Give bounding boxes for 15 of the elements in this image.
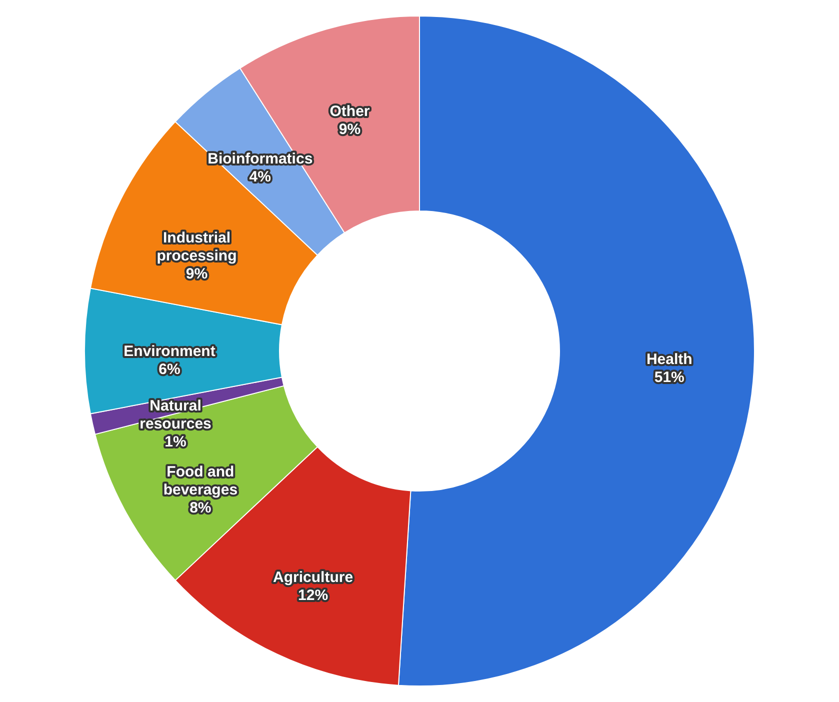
- data-label: 4%: [249, 168, 271, 186]
- data-label: 1%: [164, 434, 186, 451]
- slice-label: Health: [646, 350, 692, 368]
- slice-label: Industrial processing: [156, 230, 237, 264]
- slice-label: Other: [330, 102, 370, 120]
- data-label: 9%: [338, 120, 361, 138]
- slice-label: Environment: [124, 343, 216, 360]
- data-label: 9%: [186, 266, 208, 282]
- slice-label: Natural resources: [140, 398, 212, 433]
- data-label: 12%: [298, 587, 328, 604]
- data-label: 51%: [654, 368, 684, 386]
- data-label: 8%: [190, 499, 212, 516]
- slice-label: Agriculture: [273, 569, 354, 586]
- slice-label: Food and beverages: [163, 463, 238, 498]
- data-label: 6%: [158, 361, 180, 378]
